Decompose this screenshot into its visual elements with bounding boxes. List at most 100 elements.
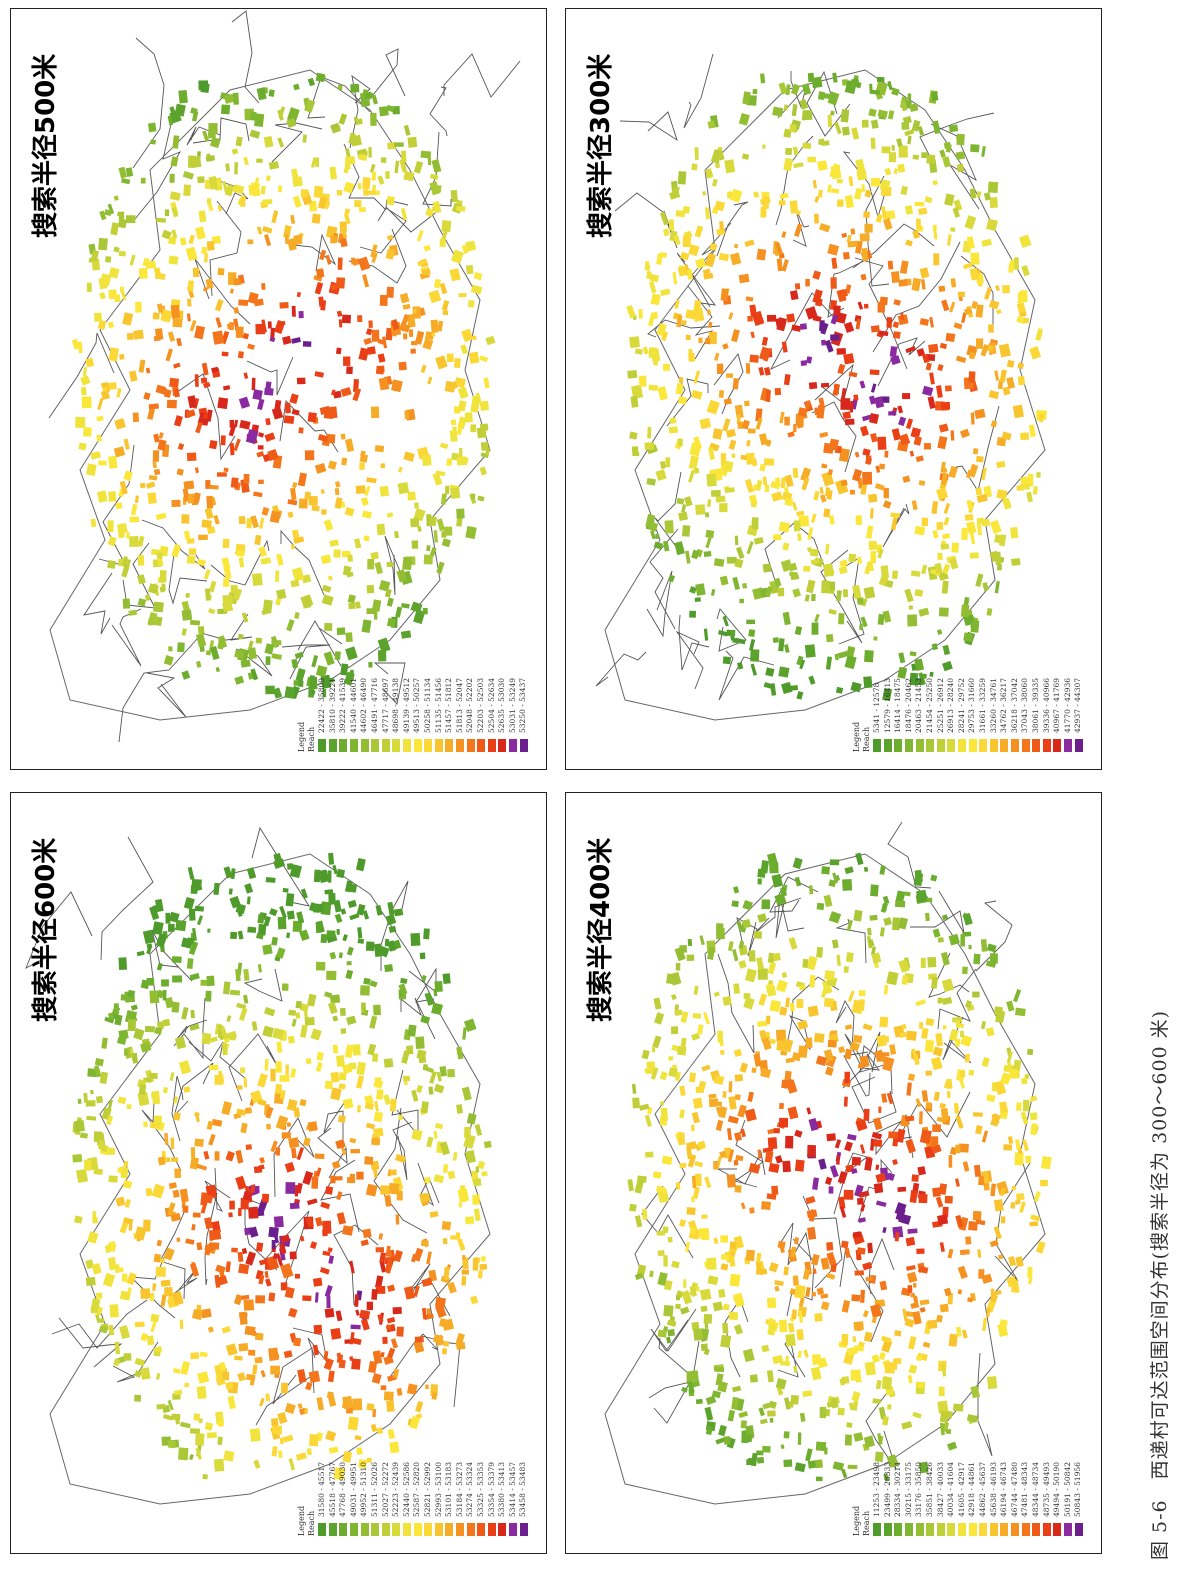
building <box>828 608 837 615</box>
building <box>450 189 458 203</box>
building <box>919 318 929 326</box>
building <box>932 224 937 232</box>
building <box>167 1440 177 1449</box>
building <box>657 386 668 401</box>
building <box>470 284 483 295</box>
building <box>238 1207 242 1217</box>
building <box>98 237 108 251</box>
building <box>671 1044 680 1052</box>
building <box>107 520 114 533</box>
building <box>275 1147 281 1156</box>
building <box>806 1209 818 1219</box>
building <box>976 523 983 536</box>
building <box>995 285 1000 292</box>
building <box>882 688 893 702</box>
building <box>870 137 876 149</box>
building <box>1000 1216 1006 1224</box>
building <box>429 1071 437 1084</box>
building <box>751 1067 757 1073</box>
building <box>259 517 265 529</box>
building <box>631 1083 637 1094</box>
building <box>386 597 394 607</box>
building <box>325 254 332 265</box>
building <box>805 278 810 287</box>
building <box>172 975 183 983</box>
building <box>252 188 261 197</box>
building <box>308 496 318 506</box>
road <box>654 471 682 553</box>
legend-row: 44862 - 45637 <box>978 1462 989 1536</box>
building <box>173 415 183 427</box>
building <box>774 242 784 256</box>
legend-row: 53250 - 53437 <box>518 678 529 752</box>
building <box>179 1319 184 1330</box>
building <box>183 184 191 197</box>
building <box>769 1038 776 1045</box>
building <box>745 452 756 465</box>
building <box>968 463 979 478</box>
building <box>436 561 445 574</box>
building <box>439 1141 451 1156</box>
building <box>677 438 683 447</box>
building <box>332 1015 339 1022</box>
building <box>627 370 638 379</box>
building <box>793 162 804 169</box>
building <box>475 1166 480 1173</box>
building <box>181 628 187 636</box>
building <box>175 919 187 932</box>
building <box>753 191 760 198</box>
building <box>161 229 172 240</box>
building <box>184 1382 190 1388</box>
building <box>136 950 145 957</box>
building <box>439 1318 449 1328</box>
building <box>304 450 315 461</box>
building <box>150 1321 157 1333</box>
building <box>737 1104 747 1118</box>
building <box>770 683 777 696</box>
building <box>137 574 146 585</box>
building <box>298 427 304 434</box>
building <box>329 539 339 547</box>
building <box>846 919 853 932</box>
building <box>334 497 343 509</box>
building <box>196 915 204 926</box>
building <box>695 1398 703 1405</box>
building <box>714 1366 725 1373</box>
building <box>653 541 664 550</box>
building <box>374 1275 384 1289</box>
building <box>863 211 870 219</box>
building <box>430 319 439 333</box>
building <box>411 1128 423 1141</box>
building <box>108 491 117 502</box>
building <box>293 536 305 544</box>
building <box>271 936 278 946</box>
building <box>335 1139 346 1150</box>
legend-swatch <box>328 1523 337 1536</box>
legend-class-label: 38427 - 40033 <box>935 1461 945 1517</box>
building <box>744 478 755 493</box>
building <box>771 1185 779 1196</box>
building <box>252 389 263 401</box>
building <box>347 1177 356 1184</box>
building <box>783 157 794 172</box>
building <box>123 1160 129 1167</box>
building <box>195 633 207 648</box>
legend-swatch <box>466 1523 475 1536</box>
building <box>677 1132 686 1145</box>
legend-row: 47768 - 49030 <box>338 1462 349 1536</box>
building <box>966 236 976 250</box>
legend-class-label: 53414 - 53457 <box>507 1461 517 1517</box>
building <box>295 1000 302 1009</box>
building <box>817 189 823 198</box>
building <box>91 1263 102 1275</box>
building <box>1041 1156 1052 1170</box>
building <box>959 428 970 439</box>
building <box>882 217 893 231</box>
building <box>171 229 178 239</box>
building <box>352 387 362 402</box>
building <box>778 666 790 678</box>
building <box>145 367 151 374</box>
building <box>315 1216 323 1227</box>
legend-row: 49952 - 51310 <box>359 1462 370 1536</box>
building <box>727 1149 735 1163</box>
